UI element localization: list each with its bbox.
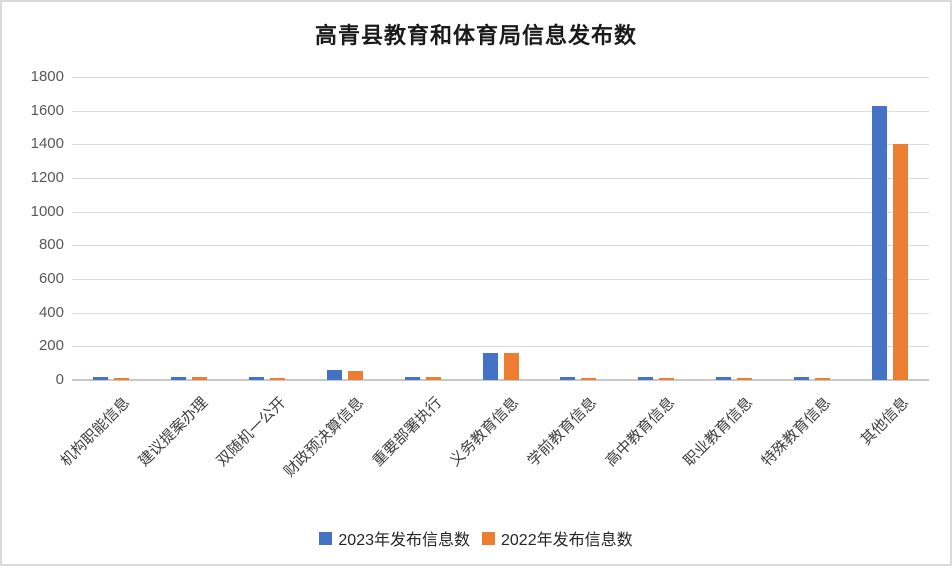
bar-2023 bbox=[638, 377, 654, 380]
y-tick-label: 400 bbox=[38, 303, 64, 321]
y-tick-label: 200 bbox=[38, 337, 64, 355]
bar-2022 bbox=[425, 376, 441, 380]
gridline bbox=[72, 346, 929, 348]
y-tick-label: 0 bbox=[55, 371, 64, 388]
bar-2023 bbox=[560, 376, 576, 380]
y-tick-label: 1000 bbox=[30, 202, 64, 220]
x-category-label: 双随机一公开 bbox=[213, 394, 289, 470]
legend-item-2022: 2022年发布信息数 bbox=[482, 526, 633, 550]
y-tick-label: 800 bbox=[38, 236, 64, 254]
bar-2023 bbox=[716, 377, 732, 380]
legend-swatch-icon bbox=[319, 531, 333, 545]
x-category-label: 财政预决算信息 bbox=[280, 394, 367, 481]
x-category-label: 高中教育信息 bbox=[602, 394, 679, 470]
x-category-label: 建议提案办理 bbox=[135, 394, 212, 470]
bar-2022 bbox=[581, 377, 597, 380]
legend-label: 2022年发布信息数 bbox=[501, 532, 633, 549]
bar-2022 bbox=[347, 370, 363, 380]
gridline bbox=[72, 245, 929, 247]
x-category-label: 其他信息 bbox=[857, 394, 913, 449]
bar-2023 bbox=[326, 369, 342, 380]
gridline bbox=[72, 211, 929, 213]
gridline bbox=[72, 312, 929, 314]
y-tick-label: 1400 bbox=[30, 135, 64, 153]
bar-2023 bbox=[404, 376, 420, 380]
bar-2023 bbox=[482, 353, 498, 380]
x-category-label: 重要部署执行 bbox=[369, 394, 445, 470]
legend-swatch-icon bbox=[482, 531, 495, 545]
x-category-label: 特殊教育信息 bbox=[758, 394, 835, 470]
x-axis-line bbox=[72, 379, 929, 381]
gridline bbox=[72, 144, 929, 146]
bar-2022 bbox=[737, 377, 753, 380]
bar-2022 bbox=[893, 144, 909, 380]
y-tick-label: 600 bbox=[38, 270, 64, 287]
y-tick-label: 1800 bbox=[30, 68, 64, 85]
x-category-label: 学前教育信息 bbox=[524, 394, 601, 470]
y-tick-label: 1200 bbox=[30, 169, 64, 186]
bar-2022 bbox=[503, 353, 519, 380]
bar-2022 bbox=[659, 377, 675, 380]
chart-title: 高青县教育和体育局信息发布数 bbox=[314, 23, 637, 49]
gridline bbox=[72, 110, 929, 112]
y-tick-label: 1600 bbox=[30, 101, 64, 119]
bar-2023 bbox=[170, 376, 186, 380]
legend-label: 2023年发布信息数 bbox=[338, 532, 470, 549]
bar-2023 bbox=[248, 377, 264, 380]
x-category-label: 义务教育信息 bbox=[446, 394, 523, 470]
bar-2022 bbox=[113, 378, 129, 380]
gridline bbox=[72, 279, 929, 280]
bar-2022 bbox=[815, 377, 831, 380]
bar-2022 bbox=[269, 378, 285, 380]
gridline bbox=[72, 77, 929, 78]
x-category-label: 职业教育信息 bbox=[680, 394, 757, 470]
legend-item-2023: 2023年发布信息数 bbox=[319, 526, 470, 550]
gridline bbox=[72, 178, 929, 179]
x-category-label: 机构职能信息 bbox=[57, 394, 134, 470]
bar-2023 bbox=[794, 377, 810, 380]
bar-2022 bbox=[191, 376, 207, 380]
bar-2023 bbox=[92, 376, 108, 380]
legend: 2023年发布信息数 2022年发布信息数 bbox=[2, 526, 950, 550]
bar-2023 bbox=[872, 105, 888, 380]
